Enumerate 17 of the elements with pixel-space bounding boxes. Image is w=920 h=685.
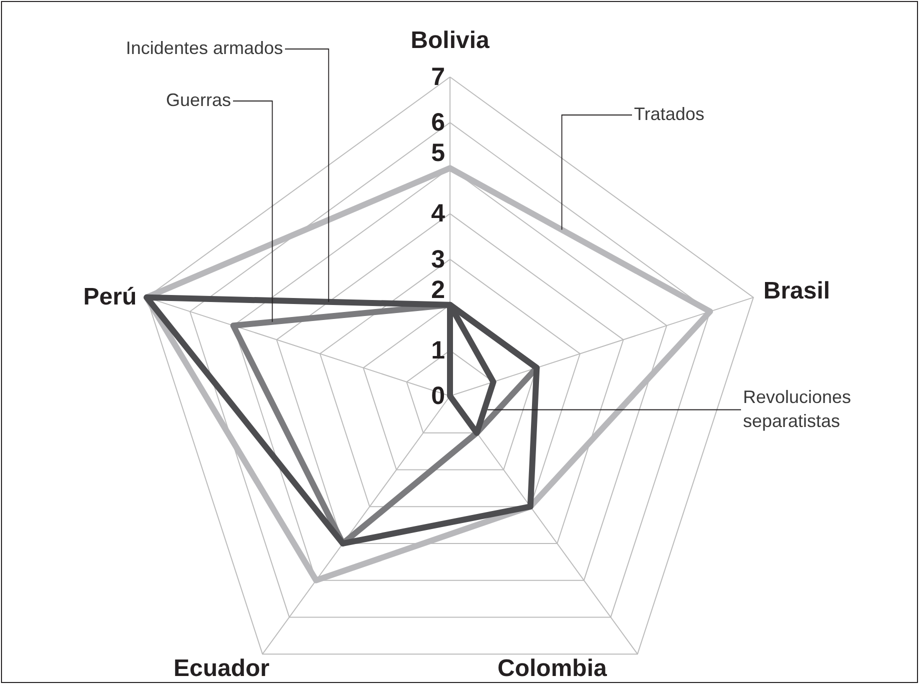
y-tick-label: 1 xyxy=(431,336,446,364)
spoke-label: Brasil xyxy=(763,277,830,304)
spoke-label: Perú xyxy=(83,283,137,310)
y-tick-label: 6 xyxy=(431,108,445,137)
y-tick-label: 0 xyxy=(431,382,445,410)
spoke-label: Colombia xyxy=(498,655,608,682)
y-tick-label: 4 xyxy=(431,200,446,228)
y-tick-label: 7 xyxy=(431,63,445,91)
y-tick-label: 3 xyxy=(431,245,445,274)
text: Guerras xyxy=(166,90,231,110)
text: Revoluciones separatistas xyxy=(743,386,852,431)
text: Tratados xyxy=(634,104,704,124)
spoke-label: Ecuador xyxy=(173,655,270,682)
y-tick-label: 5 xyxy=(431,139,446,168)
y-tick-label: 2 xyxy=(431,276,445,304)
text: Incidentes armados xyxy=(126,38,283,58)
spoke-label: Bolivia xyxy=(410,27,490,54)
